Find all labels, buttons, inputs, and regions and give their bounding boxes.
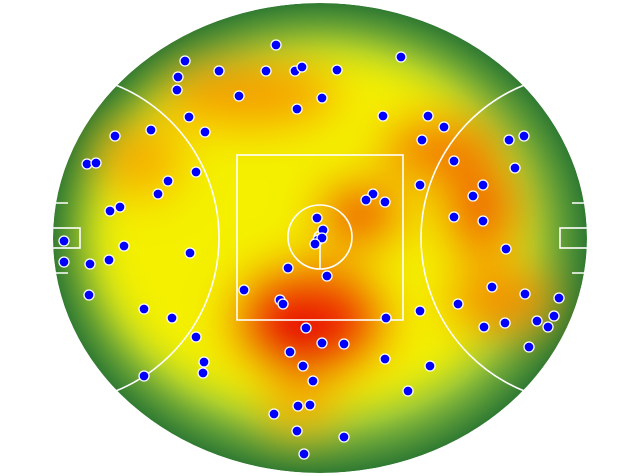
point bbox=[379, 353, 391, 365]
point bbox=[58, 235, 70, 247]
point bbox=[103, 254, 115, 266]
point bbox=[138, 370, 150, 382]
point bbox=[377, 110, 389, 122]
point bbox=[331, 64, 343, 76]
point bbox=[90, 157, 102, 169]
points bbox=[58, 39, 565, 460]
point bbox=[291, 425, 303, 437]
point bbox=[360, 194, 372, 206]
point bbox=[183, 111, 195, 123]
point bbox=[380, 312, 392, 324]
point bbox=[395, 51, 407, 63]
point bbox=[270, 39, 282, 51]
point bbox=[296, 61, 308, 73]
point bbox=[179, 55, 191, 67]
point bbox=[424, 360, 436, 372]
point bbox=[448, 155, 460, 167]
point bbox=[452, 298, 464, 310]
point bbox=[414, 179, 426, 191]
point bbox=[292, 400, 304, 412]
point bbox=[311, 212, 323, 224]
point bbox=[138, 303, 150, 315]
point bbox=[338, 431, 350, 443]
point bbox=[477, 179, 489, 191]
point bbox=[548, 310, 560, 322]
point bbox=[438, 121, 450, 133]
point bbox=[486, 281, 498, 293]
point bbox=[282, 262, 294, 274]
point bbox=[309, 238, 321, 250]
point bbox=[233, 90, 245, 102]
point bbox=[104, 205, 116, 217]
point bbox=[166, 312, 178, 324]
point bbox=[298, 448, 310, 460]
point bbox=[152, 188, 164, 200]
point bbox=[184, 247, 196, 259]
point bbox=[162, 175, 174, 187]
point bbox=[416, 134, 428, 146]
point bbox=[300, 322, 312, 334]
point bbox=[260, 65, 272, 77]
point bbox=[268, 408, 280, 420]
point bbox=[316, 92, 328, 104]
point bbox=[190, 331, 202, 343]
point bbox=[304, 399, 316, 411]
point bbox=[84, 258, 96, 270]
point bbox=[321, 270, 333, 282]
point bbox=[531, 315, 543, 327]
point bbox=[367, 188, 379, 200]
point bbox=[109, 130, 121, 142]
point bbox=[198, 356, 210, 368]
point bbox=[448, 211, 460, 223]
point bbox=[238, 284, 250, 296]
point bbox=[477, 215, 489, 227]
point bbox=[58, 256, 70, 268]
point bbox=[190, 166, 202, 178]
point bbox=[509, 162, 521, 174]
point bbox=[114, 201, 126, 213]
point bbox=[518, 130, 530, 142]
point bbox=[199, 126, 211, 138]
point bbox=[467, 190, 479, 202]
point bbox=[542, 321, 554, 333]
point bbox=[297, 360, 309, 372]
point bbox=[553, 292, 565, 304]
point bbox=[316, 337, 328, 349]
point bbox=[316, 232, 328, 244]
point bbox=[172, 71, 184, 83]
point bbox=[379, 196, 391, 208]
point bbox=[118, 240, 130, 252]
point bbox=[422, 110, 434, 122]
point bbox=[499, 317, 511, 329]
point bbox=[171, 84, 183, 96]
point bbox=[478, 321, 490, 333]
point bbox=[523, 341, 535, 353]
point bbox=[414, 305, 426, 317]
point bbox=[277, 298, 289, 310]
point bbox=[307, 375, 319, 387]
point bbox=[291, 103, 303, 115]
point bbox=[402, 385, 414, 397]
point bbox=[213, 65, 225, 77]
point bbox=[284, 346, 296, 358]
point bbox=[519, 288, 531, 300]
point bbox=[503, 134, 515, 146]
point bbox=[338, 338, 350, 350]
point bbox=[145, 124, 157, 136]
point bbox=[500, 243, 512, 255]
point bbox=[197, 367, 209, 379]
point bbox=[83, 289, 95, 301]
